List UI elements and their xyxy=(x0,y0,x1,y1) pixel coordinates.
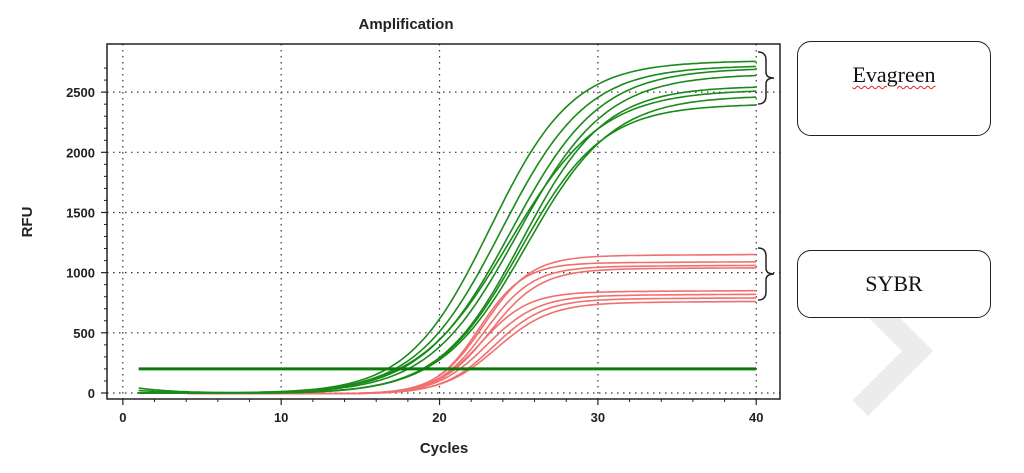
x-tick-label: 30 xyxy=(591,410,605,425)
evagreen-curve xyxy=(138,65,757,394)
evagreen-curve xyxy=(138,104,757,394)
sybr-series xyxy=(138,253,757,395)
ticks: 0 10 20 30 40 0 500 1000 1500 2000 2500 xyxy=(66,67,763,425)
sybr-bracket xyxy=(757,247,775,301)
evagreen-curve xyxy=(138,74,757,394)
chart-title: Amplification xyxy=(358,16,453,33)
sybr-callout: SYBR xyxy=(797,250,991,318)
y-tick-label: 500 xyxy=(73,326,95,341)
y-tick-label: 2500 xyxy=(66,85,95,100)
evagreen-bracket xyxy=(757,51,775,105)
evagreen-curve xyxy=(138,90,757,394)
x-tick-label: 10 xyxy=(274,410,288,425)
y-tick-label: 1500 xyxy=(66,205,95,220)
sybr-label: SYBR xyxy=(865,271,923,296)
y-tick-label: 2000 xyxy=(66,145,95,160)
grid xyxy=(107,44,780,399)
x-tick-label: 40 xyxy=(749,410,763,425)
evagreen-curve xyxy=(138,60,757,394)
x-axis-label: Cycles xyxy=(420,440,468,457)
y-tick-label: 1000 xyxy=(66,266,95,281)
evagreen-label: Evagreen xyxy=(852,62,936,87)
sybr-curve xyxy=(138,293,757,395)
sybr-curve xyxy=(138,297,757,395)
evagreen-callout: Evagreen xyxy=(797,41,991,136)
evagreen-curve xyxy=(138,96,757,394)
y-tick-label: 0 xyxy=(88,386,95,401)
y-axis-label: RFU xyxy=(19,207,36,238)
evagreen-series xyxy=(138,60,757,394)
evagreen-curve xyxy=(138,68,757,394)
plot-frame xyxy=(106,43,781,400)
x-tick-label: 20 xyxy=(432,410,446,425)
x-tick-label: 0 xyxy=(119,410,126,425)
evagreen-curve xyxy=(138,86,757,394)
